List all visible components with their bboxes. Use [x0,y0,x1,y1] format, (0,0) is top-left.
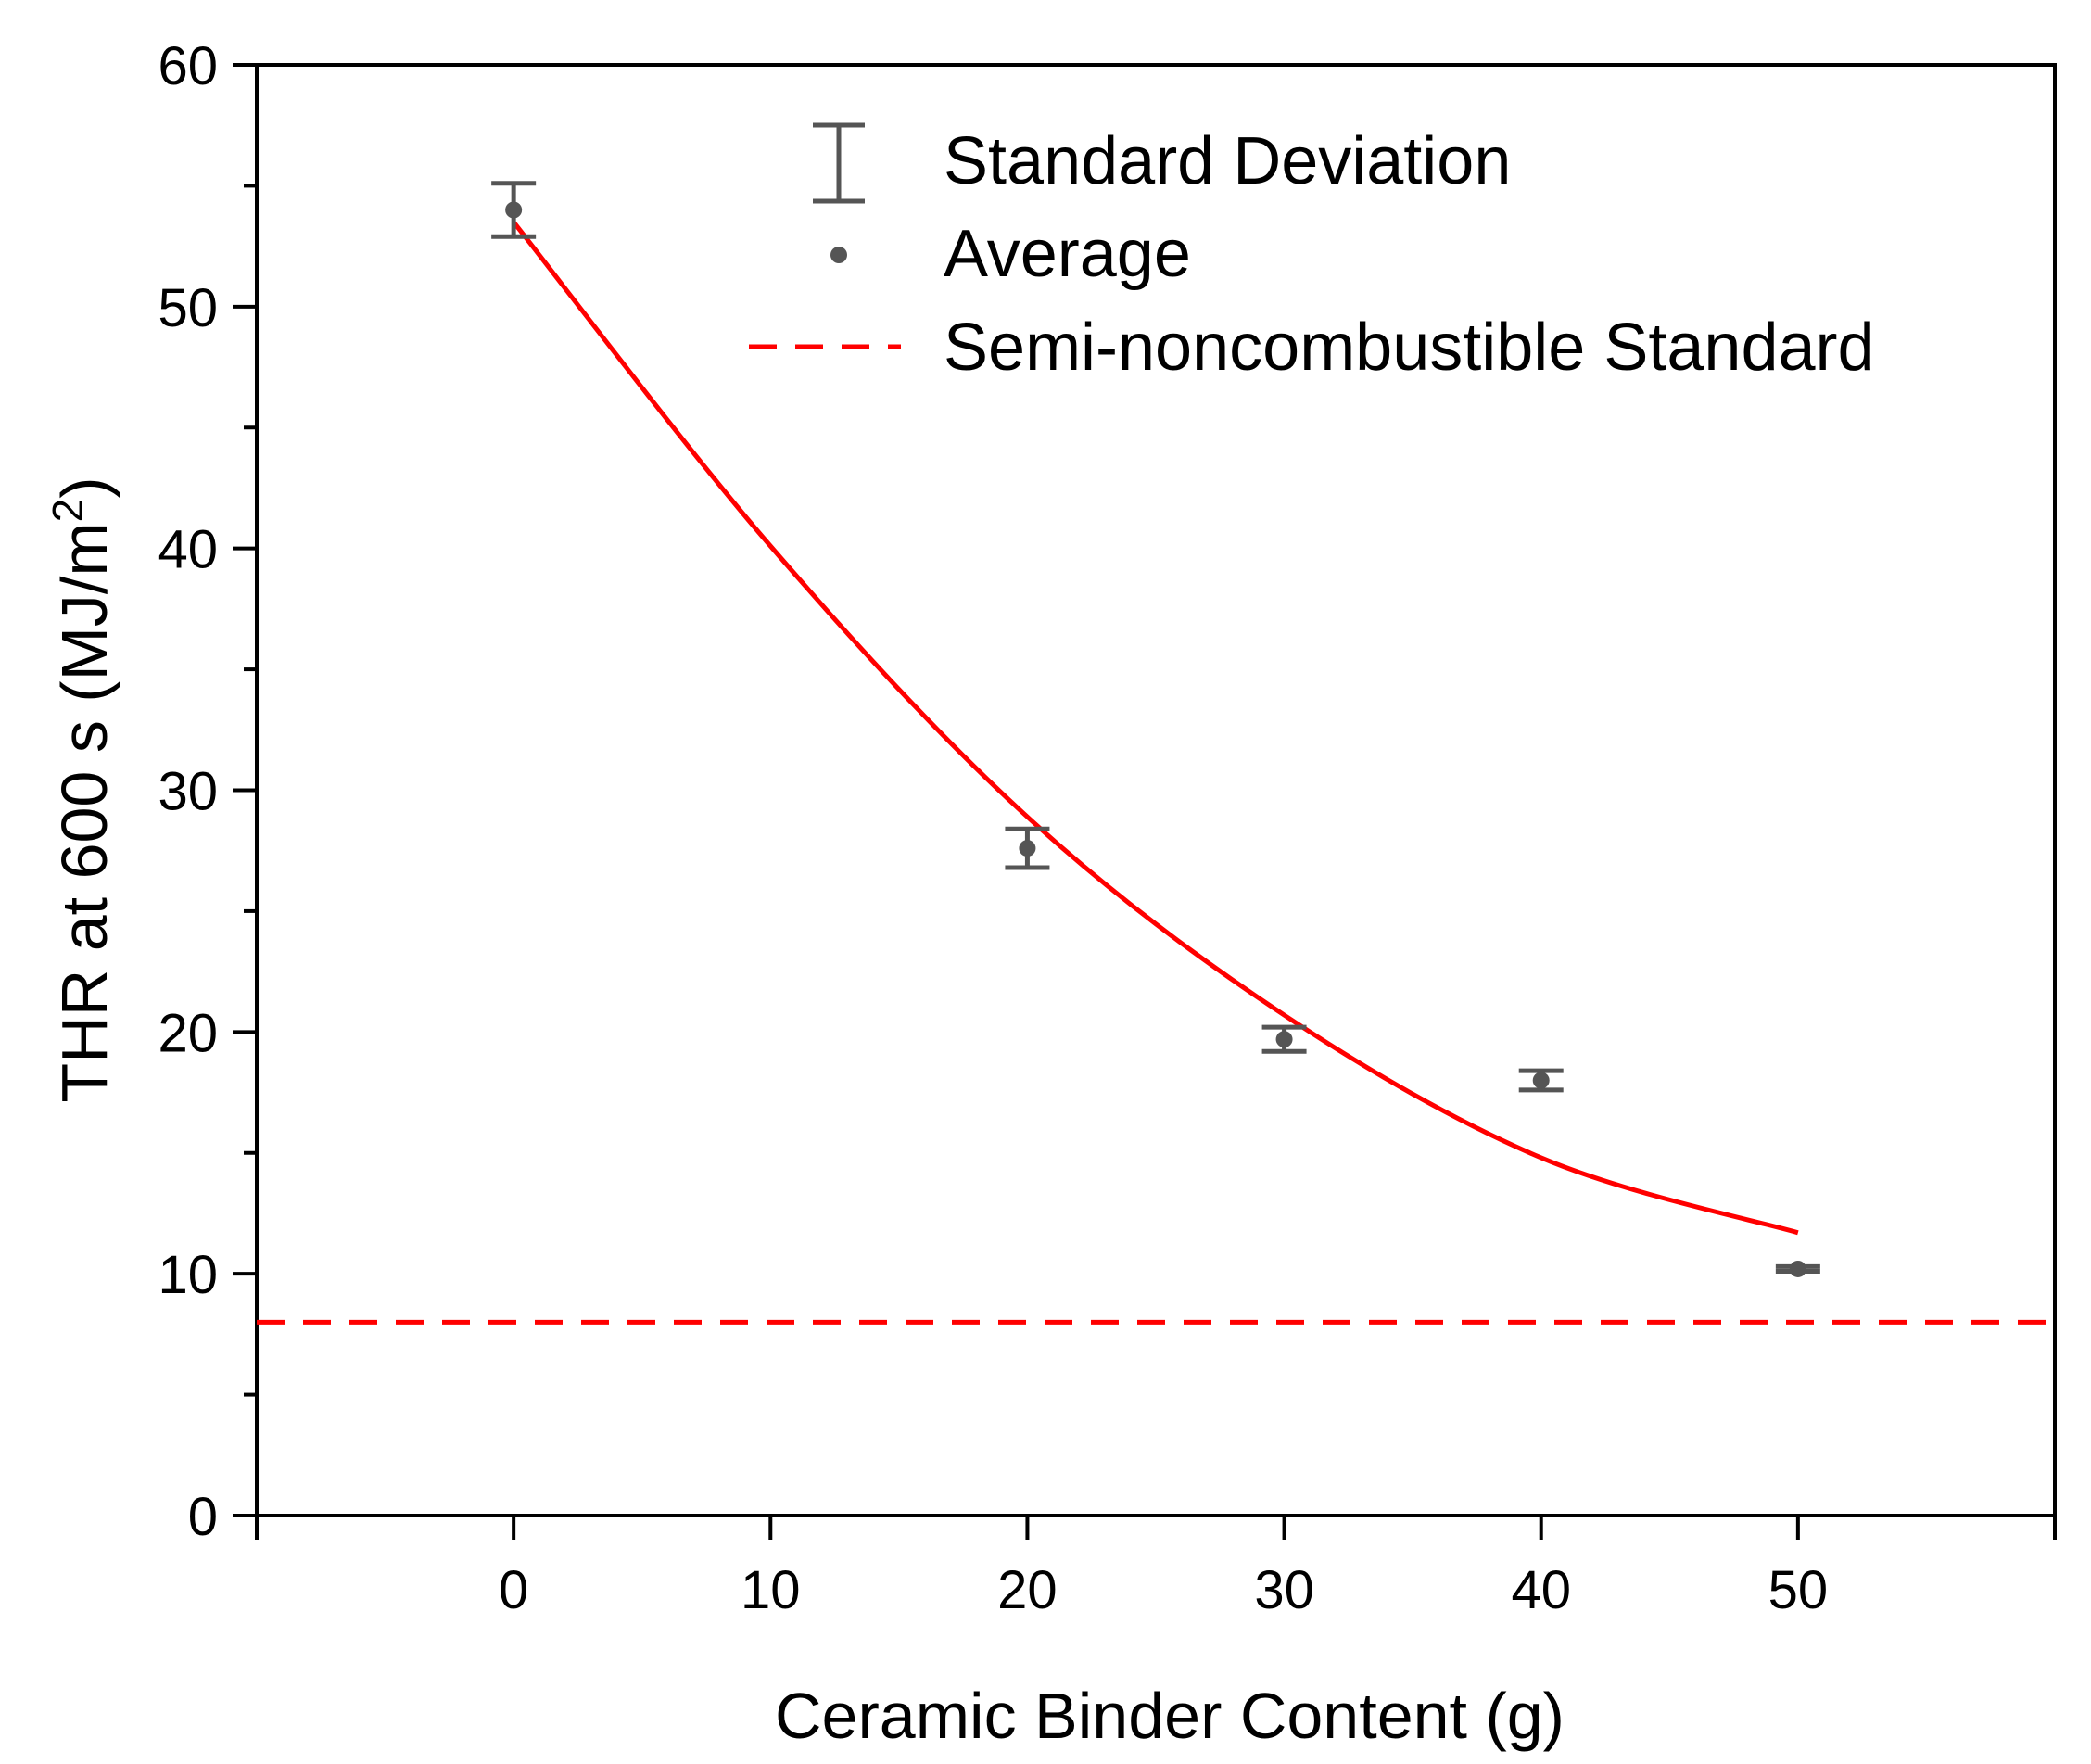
x-tick-label-2: 20 [997,1560,1058,1620]
x-tick-label-1: 10 [741,1560,801,1620]
x-tick-label-3: 30 [1254,1560,1314,1620]
y-axis-title-close: ) [48,476,120,498]
legend-average-label: Average [944,217,1191,291]
x-tick-label-5: 50 [1768,1560,1829,1620]
legend-standard-label: Semi-noncombustible Standard [944,311,1875,385]
data-point-2 [1275,1031,1293,1048]
legend-std-dev-label: Standard Deviation [944,124,1511,198]
x-tick-label-4: 40 [1511,1560,1571,1620]
legend: Standard Deviation Average Semi-noncombu… [749,122,1875,385]
y-tick-label-4: 40 [158,520,218,580]
y-tick-label-3: 30 [158,762,218,822]
y-tick-label-1: 10 [158,1245,218,1305]
fit-layer [512,220,1799,1236]
y-tick-label-6: 60 [158,36,218,96]
y-tick-label-5: 50 [158,278,218,338]
fit-curve [512,220,1799,1236]
data-point-3 [1532,1072,1550,1089]
data-point-0 [505,201,523,219]
x-axis: 0 10 20 30 40 50 [255,1516,2057,1620]
x-axis-title: Ceramic Binder Content (g) [775,1680,1565,1752]
x-tick-label-0: 0 [499,1560,528,1620]
data-points [505,201,1806,1277]
y-axis-title-superscript: 2 [44,499,92,523]
y-tick-label-2: 20 [158,1003,218,1063]
y-tick-label-0: 0 [188,1487,218,1547]
y-axis-title: THR at 600 s (MJ/m2) [44,476,120,1102]
data-point-4 [1789,1260,1806,1277]
legend-std-dev-symbol [813,122,865,204]
legend-average-symbol [830,247,847,263]
y-axis: 0 10 20 30 40 50 60 [158,36,257,1547]
y-axis-title-main: THR at 600 s (MJ/m [48,522,120,1102]
data-point-1 [1019,840,1036,857]
